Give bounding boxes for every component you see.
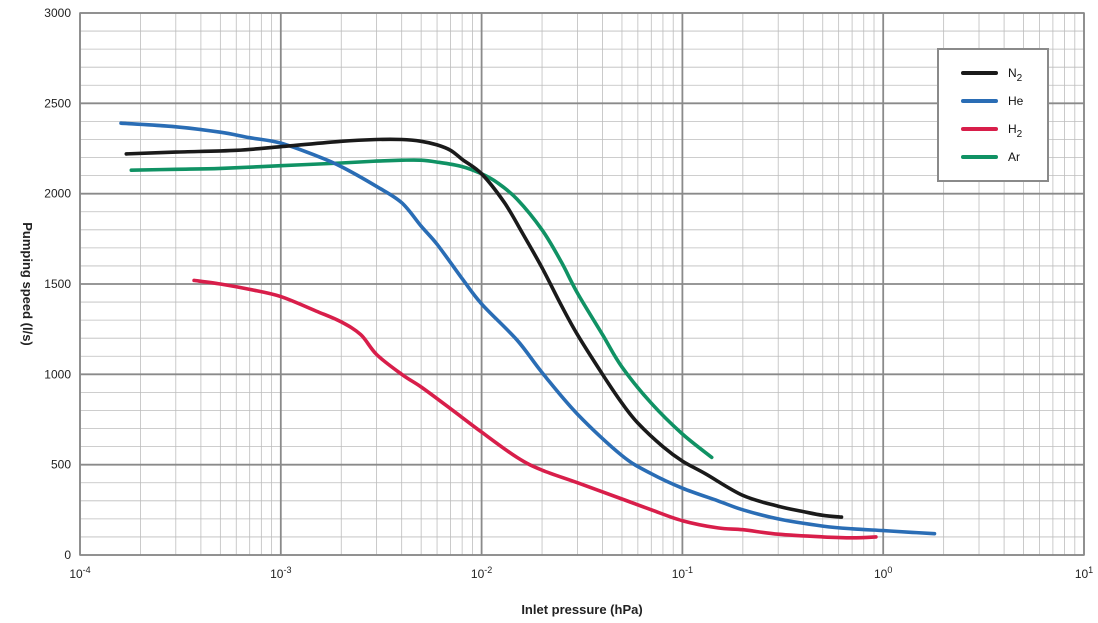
x-tick-label: 100 — [874, 565, 892, 581]
plot-frame — [79, 12, 1085, 556]
x-axis-label: Inlet pressure (hPa) — [521, 602, 642, 617]
x-tick-label: 10-4 — [69, 565, 90, 581]
series-layer — [119, 121, 937, 540]
y-tick-label: 1000 — [44, 367, 71, 381]
legend-label: N2 — [1008, 66, 1023, 84]
legend: N2 He H2 Ar — [937, 48, 1049, 182]
series-line-he — [119, 121, 937, 536]
legend-box — [937, 48, 1049, 182]
series-line-h2 — [192, 278, 878, 540]
legend-label: H2 — [1008, 122, 1023, 140]
series-line-n2 — [124, 137, 844, 519]
y-tick-label: 500 — [51, 458, 71, 472]
y-tick-label: 2000 — [44, 187, 71, 201]
y-tick-label: 1500 — [44, 277, 71, 291]
legend-label: Ar — [1008, 150, 1020, 164]
x-tick-label: 10-1 — [672, 565, 693, 581]
x-tick-labels: 10-4 10-3 10-2 10-1 100 101 — [69, 565, 1093, 581]
y-tick-label: 3000 — [44, 6, 71, 20]
y-tick-label: 0 — [64, 548, 71, 562]
y-axis-label: Pumping speed (l/s) — [20, 222, 35, 346]
x-tick-label: 10-2 — [471, 565, 492, 581]
x-tick-label: 101 — [1075, 565, 1093, 581]
y-tick-label: 2500 — [44, 96, 71, 110]
y-tick-labels: 0 500 1000 1500 2000 2500 3000 — [44, 6, 71, 562]
x-tick-label: 10-3 — [270, 565, 291, 581]
legend-label: He — [1008, 94, 1024, 108]
